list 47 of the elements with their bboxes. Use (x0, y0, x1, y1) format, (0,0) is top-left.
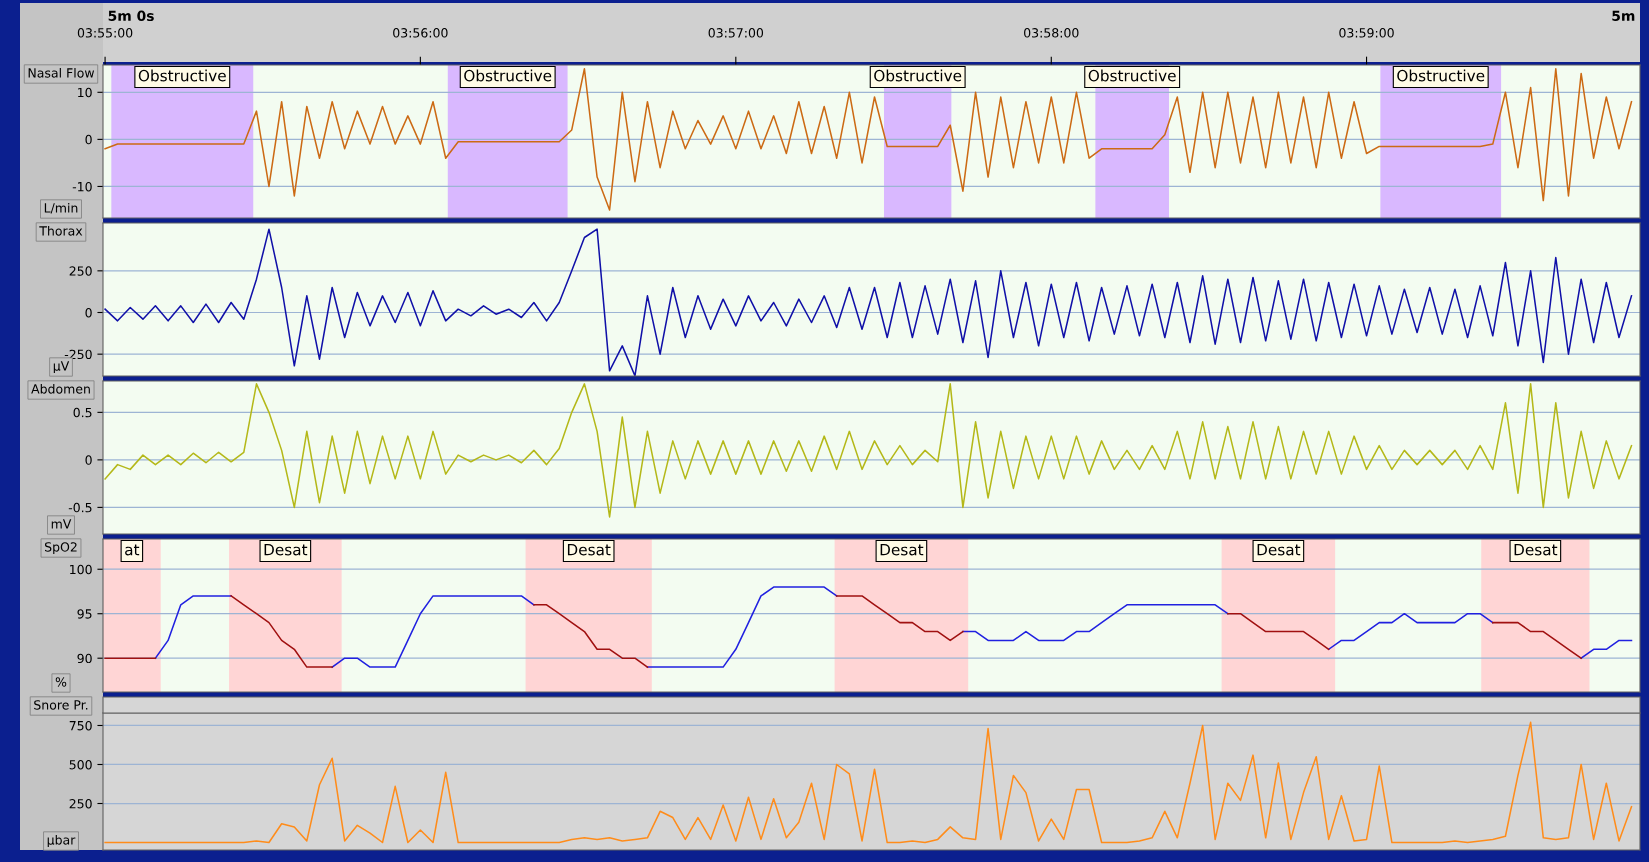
band-label: Desat (880, 544, 924, 556)
y-axis-title: µbar (47, 834, 76, 848)
chart-title: Abdomen (31, 383, 90, 394)
y-tick-label: 250 (69, 266, 92, 276)
band-label: Obstructive (1397, 69, 1485, 82)
x-tick-label: 03:56:00 (393, 28, 448, 38)
x-tick-label: 03:57:00 (708, 28, 764, 38)
y-tick-label: 0 (85, 307, 92, 318)
y-axis-title: L/min (44, 202, 78, 214)
band-label: Desat (567, 544, 611, 556)
x-tick-label: 03:59:00 (1339, 28, 1394, 38)
line-series (104, 383, 1633, 518)
band-label: Desat (1514, 544, 1558, 556)
x-tick-label: 03:58:00 (1024, 28, 1079, 38)
band-label: Desat (1257, 544, 1301, 556)
text: 5m 0s (108, 10, 154, 22)
y-axis-title: µV (53, 361, 70, 374)
line-series (104, 721, 1633, 844)
y-tick-label: 250 (69, 798, 92, 809)
band-label: at (125, 544, 140, 556)
y-tick-label: 10 (78, 87, 92, 98)
y-tick-label: 95 (77, 609, 92, 619)
band-label: Obstructive (1088, 69, 1176, 82)
y-axis-title: % (55, 677, 67, 687)
y-tick-label: 0 (85, 134, 92, 145)
y-tick-label: 750 (69, 720, 92, 731)
text: 5m (1612, 10, 1635, 22)
y-tick-label: 0.5 (73, 407, 92, 418)
x-tick-label: 03:55:00 (77, 28, 133, 38)
chart-title: Nasal Flow (28, 67, 95, 78)
chart-title: Thorax (39, 225, 83, 236)
y-tick-label: -0.5 (68, 502, 92, 513)
y-tick-label: -10 (72, 181, 92, 192)
y-tick-label: 90 (77, 653, 92, 664)
line-series (104, 68, 1633, 211)
y-tick-label: 100 (70, 564, 92, 575)
y-tick-label: 0 (85, 455, 92, 465)
y-tick-label: 500 (69, 759, 92, 770)
band-label: Obstructive (138, 69, 226, 82)
band-label: Obstructive (874, 69, 962, 82)
band-label: Desat (264, 544, 308, 556)
line-series (104, 228, 1633, 376)
band-label: Obstructive (464, 69, 552, 82)
y-tick-label: -250 (64, 349, 92, 360)
chart-title: Snore Pr. (34, 700, 88, 710)
chart-title: SpO2 (44, 542, 77, 555)
y-axis-title: mV (51, 519, 72, 529)
